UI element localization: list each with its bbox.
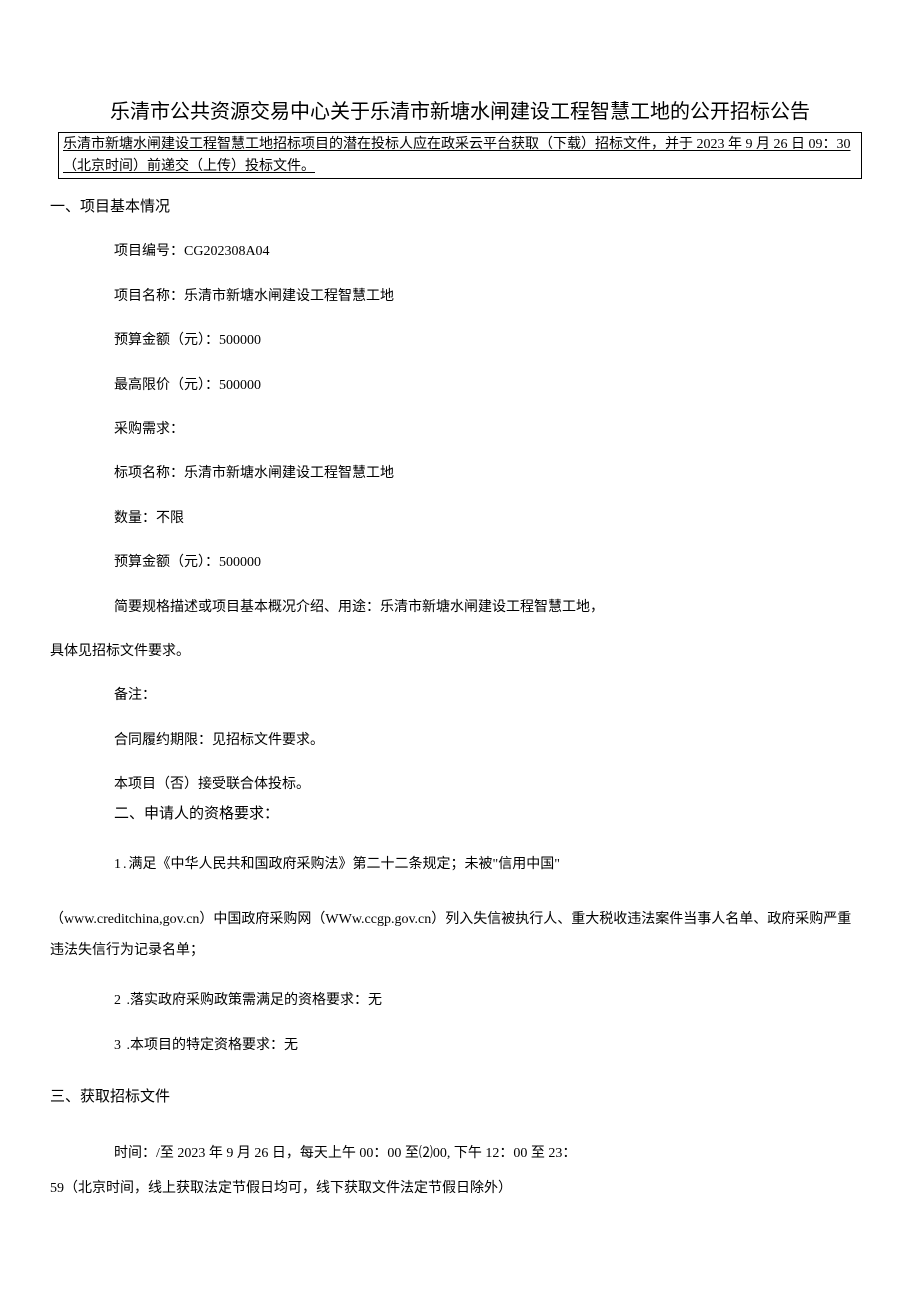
summary-value: 乐清市新塘水闸建设工程智慧工地，	[380, 600, 604, 615]
bid-item-name-label: 标项名称：	[114, 466, 184, 481]
contract-period-line: 合同履约期限：见招标文件要求。	[58, 730, 862, 752]
see-doc-line: 具体见招标文件要求。	[50, 641, 862, 663]
notice-text: 乐清市新塘水闸建设工程智慧工地招标项目的潜在投标人应在政采云平台获取（下载）招标…	[63, 137, 851, 174]
obtain-time-line-2: 59（北京时间，线上获取法定节假日均可，线下获取文件法定节假日除外）	[50, 1174, 862, 1205]
document-page: 乐清市公共资源交易中心关于乐清市新塘水闸建设工程智慧工地的公开招标公告 乐清市新…	[0, 0, 920, 1244]
max-price-value: 500000	[219, 378, 261, 393]
qty-value: 不限	[156, 511, 184, 526]
budget-label: 预算金额（元）：	[114, 333, 219, 348]
bid-item-name-line: 标项名称：乐清市新塘水闸建设工程智慧工地	[58, 463, 862, 485]
project-name-label: 项目名称：	[114, 289, 184, 304]
bid-item-name-value: 乐清市新塘水闸建设工程智慧工地	[184, 466, 394, 481]
document-title: 乐清市公共资源交易中心关于乐清市新塘水闸建设工程智慧工地的公开招标公告	[58, 98, 862, 126]
req-item-3: 3 .本项目的特定资格要求：无	[58, 1035, 862, 1057]
qty-line: 数量：不限	[58, 508, 862, 530]
deadline-notice-box: 乐清市新塘水闸建设工程智慧工地招标项目的潜在投标人应在政采云平台获取（下载）招标…	[58, 132, 862, 179]
project-no-line: 项目编号：CG202308A04	[58, 241, 862, 263]
notice-prefix: 乐清市新塘水闸建设工程智慧工地招标项目的潜在投标人应在政采云平台获取（下载）招标…	[63, 137, 693, 152]
obtain-time-line-1: 时间：/至 2023 年 9 月 26 日，每天上午 00：00 至⑵00, 下…	[58, 1143, 862, 1165]
req-item-3-idx: 3	[114, 1038, 123, 1053]
project-name-line: 项目名称：乐清市新塘水闸建设工程智慧工地	[58, 286, 862, 308]
budget2-label: 预算金额（元）：	[114, 555, 219, 570]
project-name-value: 乐清市新塘水闸建设工程智慧工地	[184, 289, 394, 304]
req-item-2-text: .落实政府采购政策需满足的资格要求：无	[123, 993, 382, 1008]
max-price-label: 最高限价（元）：	[114, 378, 219, 393]
req-item-2: 2 .落实政府采购政策需满足的资格要求：无	[58, 990, 862, 1012]
section-2-heading: 二、申请人的资格要求：	[58, 802, 862, 826]
req-item-1: 1.满足《中华人民共和国政府采购法》第二十二条规定；未被"信用中国"	[58, 854, 862, 876]
req-item-1-idx: 1.	[114, 857, 129, 872]
budget-value: 500000	[219, 333, 261, 348]
demand-label-line: 采购需求：	[58, 419, 862, 441]
qty-label: 数量：	[114, 511, 156, 526]
remark-label-line: 备注：	[58, 685, 862, 707]
project-no-value: CG202308A04	[184, 244, 270, 259]
max-price-line: 最高限价（元）：500000	[58, 375, 862, 397]
req-item-2-idx: 2	[114, 993, 123, 1008]
req-item-3-text: .本项目的特定资格要求：无	[123, 1038, 298, 1053]
project-no-label: 项目编号：	[114, 244, 184, 259]
req-item-1-text: 满足《中华人民共和国政府采购法》第二十二条规定；未被"信用中国"	[129, 857, 560, 872]
section-3-heading: 三、获取招标文件	[50, 1085, 862, 1109]
section-1-heading: 一、项目基本情况	[50, 195, 862, 219]
summary-line: 简要规格描述或项目基本概况介绍、用途：乐清市新塘水闸建设工程智慧工地，	[58, 597, 862, 619]
budget-line: 预算金额（元）：500000	[58, 330, 862, 352]
consortium-line: 本项目（否）接受联合体投标。	[58, 774, 862, 796]
req-item-1-continuation: （www.creditchina,gov.cn）中国政府采购网（WWw.ccgp…	[50, 905, 862, 967]
budget2-line: 预算金额（元）：500000	[58, 552, 862, 574]
budget2-value: 500000	[219, 555, 261, 570]
summary-label: 简要规格描述或项目基本概况介绍、用途：	[114, 600, 380, 615]
